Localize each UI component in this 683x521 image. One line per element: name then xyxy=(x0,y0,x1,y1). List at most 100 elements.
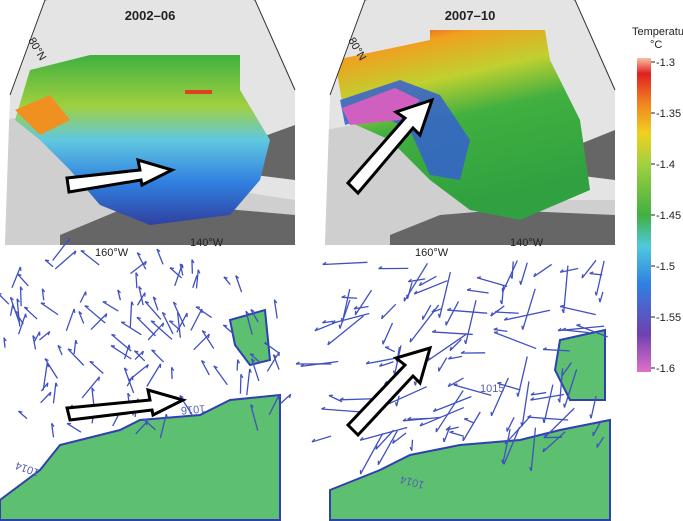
wind-head xyxy=(249,368,252,373)
map-panel xyxy=(5,0,295,245)
wind-head xyxy=(589,271,594,275)
wind-vector xyxy=(395,395,400,407)
wind-vector xyxy=(332,312,370,324)
wind-vector xyxy=(599,291,604,303)
lon-label: 140°W xyxy=(510,237,544,249)
wind-vector xyxy=(18,410,28,420)
wind-vector xyxy=(559,305,596,316)
wind-head xyxy=(432,408,437,412)
colorbar-tick-label: -1.45 xyxy=(656,210,681,222)
wind-vector xyxy=(375,429,395,450)
wind-head xyxy=(409,338,412,343)
wind-head xyxy=(394,402,398,407)
wind-head xyxy=(141,350,144,356)
isobar-label: 1016 xyxy=(180,402,205,416)
wind-head xyxy=(45,259,50,262)
wind-head xyxy=(146,364,149,369)
wind-head xyxy=(201,330,207,334)
wind-vector xyxy=(3,337,6,348)
wind-vector xyxy=(159,413,167,439)
wind-vector xyxy=(501,285,505,305)
wind-head xyxy=(392,370,396,375)
wind-vector xyxy=(44,358,58,379)
wind-head xyxy=(165,413,168,419)
wind-vector xyxy=(250,309,259,323)
wind-vector xyxy=(422,304,432,320)
wind-vector xyxy=(561,362,572,377)
wind-head xyxy=(359,437,364,441)
wind-vector xyxy=(11,266,22,289)
colorbar-tick-label: -1.5 xyxy=(656,261,675,273)
wind-vector xyxy=(359,433,384,475)
wind-head xyxy=(111,333,116,336)
wind-vector xyxy=(90,313,108,330)
wind-vector xyxy=(110,345,132,360)
wind-head xyxy=(339,397,344,401)
wind-head xyxy=(493,327,498,331)
wind-head xyxy=(150,320,156,323)
wind-vector xyxy=(493,331,537,350)
wind-vector xyxy=(142,418,156,431)
wind-vector xyxy=(40,391,52,404)
wind-vector xyxy=(79,291,87,303)
wind-vector xyxy=(176,312,181,338)
map-panel xyxy=(325,0,615,245)
wind-vector xyxy=(406,282,413,299)
wind-vector xyxy=(135,272,138,289)
wind-vector xyxy=(222,324,235,335)
wind-head xyxy=(447,382,451,387)
wind-head xyxy=(322,261,327,266)
wind-vector xyxy=(327,315,364,346)
wind-head xyxy=(476,276,482,279)
wind-vector xyxy=(544,407,575,438)
wind-vector xyxy=(156,248,164,265)
wind-head xyxy=(250,309,255,313)
wind-head xyxy=(169,267,174,270)
wind-vector xyxy=(493,328,508,332)
wind-vector xyxy=(272,354,280,370)
wind-vector xyxy=(381,303,397,320)
wind-vector xyxy=(504,416,531,445)
wind-vector xyxy=(530,391,547,396)
wind-head xyxy=(497,381,502,384)
wind-vector xyxy=(23,306,38,320)
wind-head xyxy=(331,320,336,324)
wind-vector xyxy=(39,330,51,341)
wind-vector xyxy=(433,395,472,413)
wind-head xyxy=(245,310,250,315)
wind-vector xyxy=(311,435,332,443)
wind-vector xyxy=(403,262,429,302)
wind-vector xyxy=(33,331,41,342)
wind-head xyxy=(437,313,441,318)
wind-vector xyxy=(136,292,146,306)
wind-vector xyxy=(40,382,49,392)
wind-vector xyxy=(559,368,564,403)
wind-vector xyxy=(497,382,521,391)
wind-head xyxy=(576,323,581,326)
wind-head xyxy=(67,348,73,351)
wind-head xyxy=(407,416,412,420)
colorbar-tick-label: -1.35 xyxy=(656,108,681,120)
wind-vector xyxy=(522,288,536,330)
wind-head xyxy=(144,261,147,266)
wind-head xyxy=(57,344,62,349)
wind-vector xyxy=(170,367,173,379)
wind-head xyxy=(521,325,524,330)
wind-head xyxy=(201,360,206,364)
wind-head xyxy=(128,344,131,349)
wind-vector xyxy=(102,301,119,312)
wind-vector xyxy=(463,418,475,424)
wind-head xyxy=(557,398,561,403)
wind-vector xyxy=(136,252,147,270)
wind-vector xyxy=(169,320,180,330)
wind-vector xyxy=(576,324,608,338)
wind-head xyxy=(447,307,452,311)
wind-head xyxy=(223,276,228,279)
wind-vector xyxy=(341,296,358,299)
wind-head xyxy=(530,397,535,401)
wind-vector xyxy=(419,275,437,287)
wind-vector xyxy=(134,350,144,361)
wind-vector xyxy=(200,360,210,376)
wind-head xyxy=(516,392,519,397)
